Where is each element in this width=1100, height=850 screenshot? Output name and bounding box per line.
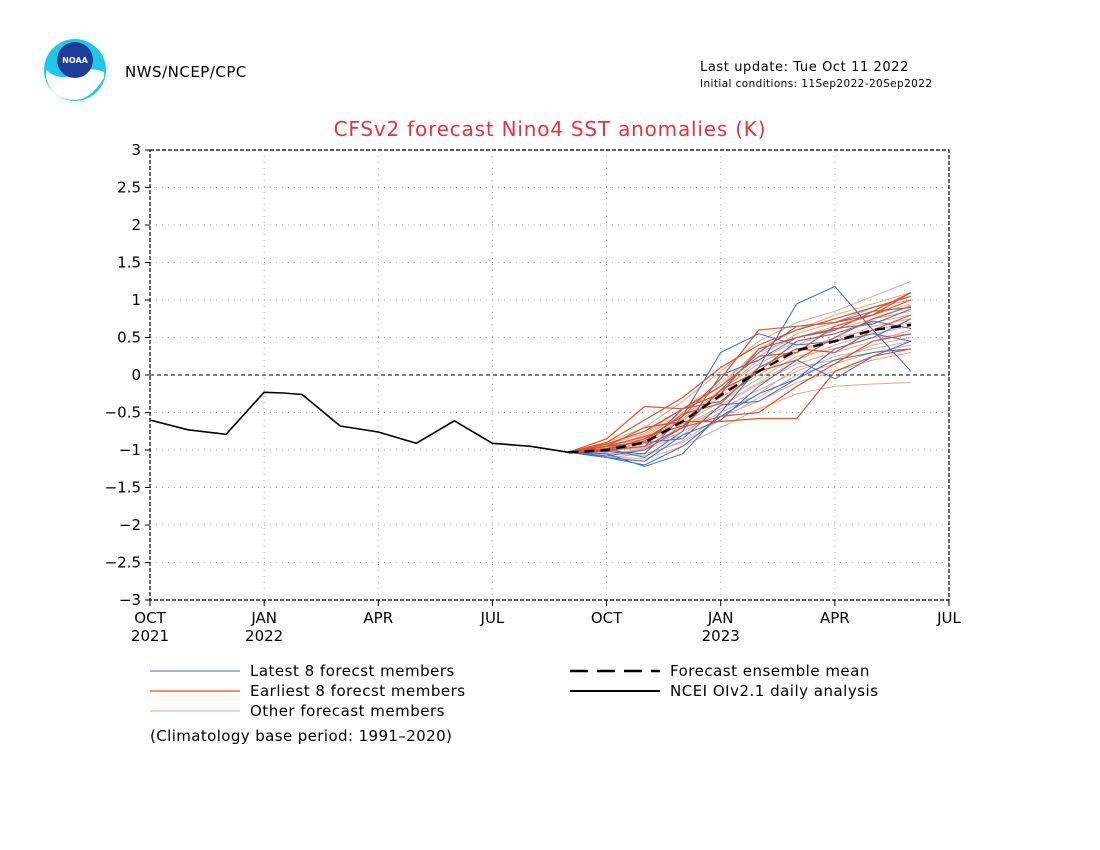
logo-text: NOAA bbox=[62, 56, 88, 65]
main-series-layer bbox=[149, 323, 912, 454]
logo-center bbox=[57, 42, 93, 78]
latest-member-line bbox=[568, 318, 912, 466]
x-tick-label: JUL bbox=[936, 609, 961, 627]
legend-label-other: Other forecast members bbox=[250, 702, 445, 720]
legend-label-earliest: Earliest 8 forecst members bbox=[250, 682, 466, 700]
x-tick-year-label: 2022 bbox=[245, 627, 283, 645]
x-tick-year-label: 2023 bbox=[702, 627, 740, 645]
other-members-layer bbox=[568, 280, 912, 460]
latest-member-line bbox=[568, 308, 912, 459]
latest-member-line bbox=[568, 320, 912, 453]
other-member-line bbox=[568, 340, 912, 453]
y-tick-label: 0.5 bbox=[117, 329, 141, 347]
other-member-line bbox=[568, 314, 912, 453]
ensemble-mean-line bbox=[568, 323, 912, 454]
x-tick-label: OCT bbox=[134, 609, 166, 627]
logo-wave bbox=[46, 69, 104, 100]
noaa-logo-icon: NOAA bbox=[44, 39, 106, 101]
initial-conditions-label: Initial conditions: 11Sep2022-20Sep2022 bbox=[700, 78, 932, 90]
legend: Latest 8 forecst members Earliest 8 forec… bbox=[150, 662, 879, 720]
legend-label-analysis: NCEI OIv2.1 daily analysis bbox=[670, 682, 879, 700]
legend-label-latest: Latest 8 forecst members bbox=[250, 662, 455, 680]
earliest-member-line bbox=[568, 299, 912, 453]
y-tick-label: −1 bbox=[119, 441, 141, 459]
climatology-footnote: (Climatology base period: 1991–2020) bbox=[150, 727, 452, 745]
y-tick-label: 2 bbox=[131, 216, 141, 234]
x-tick-label: APR bbox=[820, 609, 850, 627]
earliest-member-line bbox=[568, 348, 912, 453]
latest-member-line bbox=[568, 285, 912, 468]
y-tick-label: −1.5 bbox=[105, 479, 141, 497]
x-tick-label: JAN bbox=[250, 609, 277, 627]
y-tick-label: 1.5 bbox=[117, 254, 141, 272]
earliest-member-line bbox=[568, 291, 912, 453]
y-tick-label: 1 bbox=[131, 291, 141, 309]
y-tick-label: −3 bbox=[119, 591, 141, 609]
latest-member-line bbox=[568, 307, 912, 457]
other-member-line bbox=[568, 382, 912, 460]
org-label: NWS/NCEP/CPC bbox=[125, 63, 247, 81]
chart-title: CFSv2 forecast Nino4 SST anomalies (K) bbox=[334, 117, 767, 141]
y-tick-label: 2.5 bbox=[117, 179, 141, 197]
axis-layer: 32.521.510.50−0.5−1−1.5−2−2.5−3OCT2021JA… bbox=[105, 141, 962, 645]
plot-frame bbox=[149, 149, 950, 601]
x-tick-label: OCT bbox=[591, 609, 623, 627]
x-tick-label: JAN bbox=[707, 609, 734, 627]
legend-label-mean: Forecast ensemble mean bbox=[670, 662, 870, 680]
earliest-members-layer bbox=[568, 291, 912, 453]
other-member-line bbox=[568, 310, 912, 453]
other-member-line bbox=[568, 329, 912, 453]
y-tick-label: 0 bbox=[131, 366, 141, 384]
earliest-member-line bbox=[568, 333, 912, 453]
x-tick-label: APR bbox=[363, 609, 393, 627]
latest-member-line bbox=[568, 340, 912, 462]
grid-layer bbox=[150, 150, 949, 600]
other-member-line bbox=[568, 280, 912, 453]
last-update-label: Last update: Tue Oct 11 2022 bbox=[700, 60, 909, 75]
earliest-member-line bbox=[568, 305, 912, 453]
earliest-member-line bbox=[568, 314, 912, 453]
x-tick-year-label: 2021 bbox=[131, 627, 169, 645]
x-tick-label: JUL bbox=[480, 609, 505, 627]
other-member-line bbox=[568, 322, 912, 453]
other-member-line bbox=[568, 292, 912, 453]
y-tick-label: −2.5 bbox=[105, 554, 141, 572]
observed-analysis-line bbox=[149, 391, 569, 454]
other-member-line bbox=[568, 352, 912, 457]
earliest-member-line bbox=[568, 295, 912, 453]
earliest-member-line bbox=[568, 291, 912, 453]
header-svg: NOAA NWS/NCEP/CPC Last update: Tue Oct 1… bbox=[44, 39, 932, 101]
y-tick-label: 3 bbox=[131, 141, 141, 159]
y-tick-label: −0.5 bbox=[105, 404, 141, 422]
y-tick-label: −2 bbox=[119, 516, 141, 534]
